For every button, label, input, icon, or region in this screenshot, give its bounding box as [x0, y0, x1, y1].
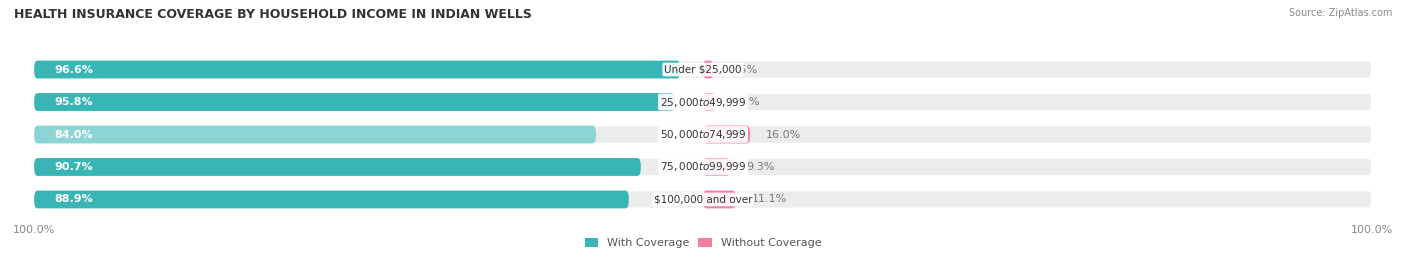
- FancyBboxPatch shape: [34, 158, 641, 176]
- Text: 88.9%: 88.9%: [55, 194, 93, 204]
- Text: Source: ZipAtlas.com: Source: ZipAtlas.com: [1288, 8, 1392, 18]
- Text: 96.6%: 96.6%: [55, 65, 93, 75]
- Text: 84.0%: 84.0%: [55, 129, 93, 140]
- FancyBboxPatch shape: [703, 190, 735, 208]
- FancyBboxPatch shape: [703, 126, 749, 143]
- Text: $100,000 and over: $100,000 and over: [654, 194, 752, 204]
- FancyBboxPatch shape: [34, 190, 628, 208]
- Text: $25,000 to $49,999: $25,000 to $49,999: [659, 95, 747, 108]
- Text: 4.2%: 4.2%: [731, 97, 759, 107]
- Text: $75,000 to $99,999: $75,000 to $99,999: [659, 161, 747, 174]
- FancyBboxPatch shape: [34, 158, 1372, 176]
- Text: 11.1%: 11.1%: [752, 194, 787, 204]
- Text: $50,000 to $74,999: $50,000 to $74,999: [659, 128, 747, 141]
- Text: 3.5%: 3.5%: [730, 65, 758, 75]
- Text: HEALTH INSURANCE COVERAGE BY HOUSEHOLD INCOME IN INDIAN WELLS: HEALTH INSURANCE COVERAGE BY HOUSEHOLD I…: [14, 8, 531, 21]
- FancyBboxPatch shape: [34, 126, 1372, 143]
- FancyBboxPatch shape: [703, 93, 716, 111]
- FancyBboxPatch shape: [34, 61, 681, 79]
- Text: 9.3%: 9.3%: [747, 162, 775, 172]
- FancyBboxPatch shape: [34, 93, 675, 111]
- FancyBboxPatch shape: [703, 61, 713, 79]
- Text: 95.8%: 95.8%: [55, 97, 93, 107]
- FancyBboxPatch shape: [34, 190, 1372, 208]
- FancyBboxPatch shape: [34, 126, 596, 143]
- Text: 16.0%: 16.0%: [766, 129, 801, 140]
- Text: Under $25,000: Under $25,000: [664, 65, 742, 75]
- FancyBboxPatch shape: [34, 93, 1372, 111]
- FancyBboxPatch shape: [703, 158, 730, 176]
- Text: 90.7%: 90.7%: [55, 162, 93, 172]
- FancyBboxPatch shape: [34, 61, 1372, 79]
- Legend: With Coverage, Without Coverage: With Coverage, Without Coverage: [581, 233, 825, 253]
